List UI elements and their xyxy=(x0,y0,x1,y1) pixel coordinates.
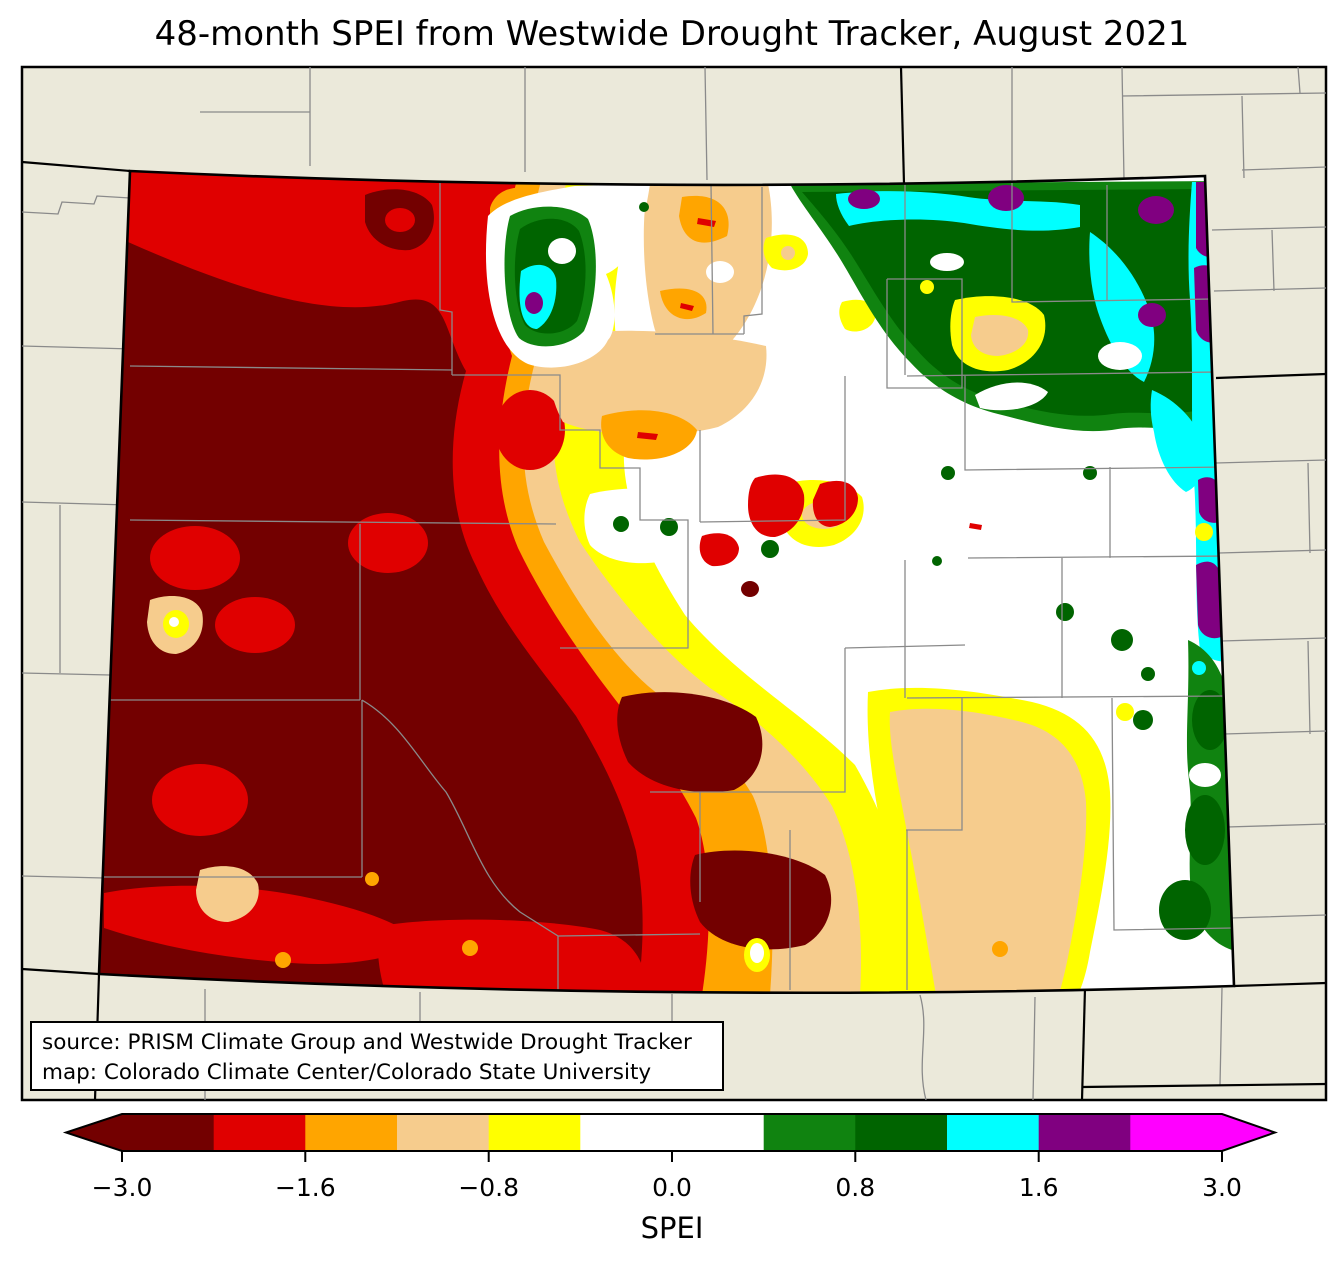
colorbar-left-arrow xyxy=(66,1114,122,1151)
colorbar-tick-label: 1.6 xyxy=(1019,1173,1059,1202)
colorbar-tick-label: 0.0 xyxy=(652,1173,692,1202)
colorbar: −3.0 −1.6 −0.8 0.0 0.8 1.6 3.0 SPEI xyxy=(62,1113,1279,1245)
source-line: source: PRISM Climate Group and Westwide… xyxy=(42,1030,692,1055)
figure-title: 48-month SPEI from Westwide Drought Trac… xyxy=(154,14,1190,54)
colorbar-right-arrow xyxy=(1222,1114,1275,1151)
colorbar-tick-label: 3.0 xyxy=(1202,1173,1242,1202)
colorbar-tick-label: −0.8 xyxy=(458,1173,519,1202)
county-lines-outside xyxy=(22,67,1326,1100)
colorbar-tick-label: 0.8 xyxy=(835,1173,875,1202)
map-credit-line: map: Colorado Climate Center/Colorado St… xyxy=(42,1060,651,1085)
colorado-state-border xyxy=(97,169,1236,995)
colorbar-tick-label: −1.6 xyxy=(275,1173,336,1202)
colorbar-tick-label: −3.0 xyxy=(92,1173,153,1202)
source-box: source: PRISM Climate Group and Westwide… xyxy=(30,1021,724,1091)
county-lines-colorado xyxy=(100,172,1234,990)
colorbar-axis-label: SPEI xyxy=(641,1211,704,1245)
colorbar-ticks xyxy=(121,1151,1223,1162)
